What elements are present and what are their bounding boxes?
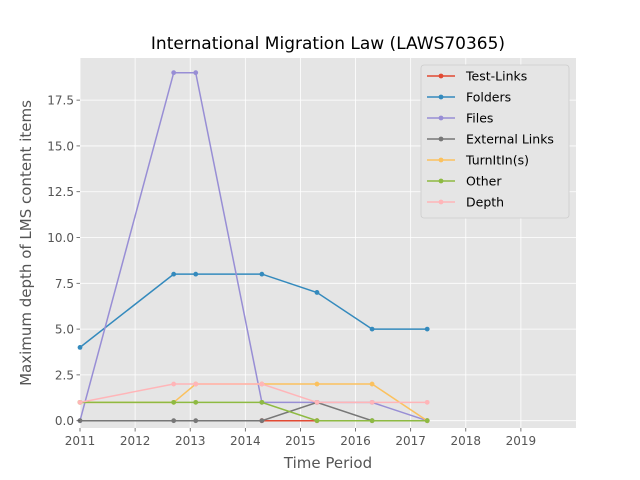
legend-item: Folders <box>427 90 511 105</box>
data-point <box>77 399 83 405</box>
legend-marker <box>438 157 444 163</box>
legend-item: Test-Links <box>427 69 527 84</box>
x-tick-label: 2011 <box>65 434 96 448</box>
legend-marker <box>438 136 444 142</box>
legend-item: External Links <box>427 132 554 147</box>
legend-label: Files <box>466 111 493 126</box>
legend-marker <box>438 73 444 79</box>
data-point <box>424 418 430 424</box>
legend-label: Depth <box>466 195 504 210</box>
x-tick-label: 2015 <box>285 434 316 448</box>
data-point <box>193 418 199 424</box>
x-tick-label: 2014 <box>230 434 261 448</box>
data-point <box>171 70 177 76</box>
series-6 <box>77 381 430 405</box>
x-tick-label: 2017 <box>395 434 426 448</box>
data-point <box>259 381 265 387</box>
chart-title: International Migration Law (LAWS70365) <box>151 34 505 54</box>
data-point <box>171 399 177 405</box>
legend-box <box>420 64 570 219</box>
x-axis-label: Time Period <box>283 454 372 472</box>
x-tick-label: 2018 <box>451 434 482 448</box>
y-tick-label: 10.0 <box>47 231 74 245</box>
data-point <box>259 271 265 277</box>
data-point <box>193 271 199 277</box>
data-point <box>77 345 83 350</box>
legend-item: Depth <box>427 195 504 210</box>
data-point <box>369 326 375 332</box>
legend-item: TurnItIn(s) <box>427 153 529 168</box>
x-tick-label: 2013 <box>175 434 206 448</box>
data-point <box>424 326 430 332</box>
data-point <box>314 399 320 405</box>
y-tick-label: 2.5 <box>55 368 74 382</box>
x-axis-ticks: 2011 2012 2013 2014 2015 2016 2017 2018 2019 <box>65 428 536 448</box>
y-tick-label: 0.0 <box>55 414 74 428</box>
data-point <box>314 418 320 424</box>
legend-marker <box>438 178 444 184</box>
series-1 <box>77 271 430 350</box>
legend-label: TurnItIn(s) <box>465 153 529 168</box>
x-tick-label: 2016 <box>340 434 371 448</box>
y-tick-label: 7.5 <box>55 277 74 291</box>
legend-label: Folders <box>466 90 511 105</box>
legend-label: External Links <box>466 132 554 147</box>
data-point <box>259 399 265 405</box>
legend-item: Files <box>427 111 493 126</box>
legend-item: Other <box>427 174 502 189</box>
data-point <box>171 418 177 424</box>
data-point <box>314 290 320 295</box>
data-point <box>314 381 320 387</box>
legend-marker <box>438 115 444 121</box>
y-tick-label: 15.0 <box>47 139 74 153</box>
data-point <box>193 70 199 76</box>
series-lines <box>77 70 430 424</box>
y-axis-label: Maximum depth of LMS content items <box>17 100 35 386</box>
legend-label: Other <box>466 174 502 189</box>
data-point <box>171 271 177 277</box>
legend-marker <box>438 94 444 100</box>
data-point <box>369 418 375 424</box>
y-tick-label: 12.5 <box>47 185 74 199</box>
legend-label: Test-Links <box>465 69 527 84</box>
y-tick-label: 5.0 <box>55 323 74 337</box>
data-point <box>259 418 265 424</box>
data-point <box>369 399 375 405</box>
legend: Test-Links Folders Files External Links Turn… <box>420 64 570 219</box>
legend-marker <box>438 199 444 205</box>
data-point <box>193 399 199 405</box>
data-point <box>424 399 430 405</box>
y-tick-label: 17.5 <box>47 94 74 108</box>
data-point <box>171 381 177 387</box>
data-point <box>193 381 199 387</box>
x-tick-label: 2019 <box>506 434 537 448</box>
y-axis-ticks: 0.0 2.5 5.0 7.5 10.0 12.5 15.0 17.5 <box>47 94 80 428</box>
data-point <box>369 381 375 387</box>
x-tick-label: 2012 <box>120 434 151 448</box>
